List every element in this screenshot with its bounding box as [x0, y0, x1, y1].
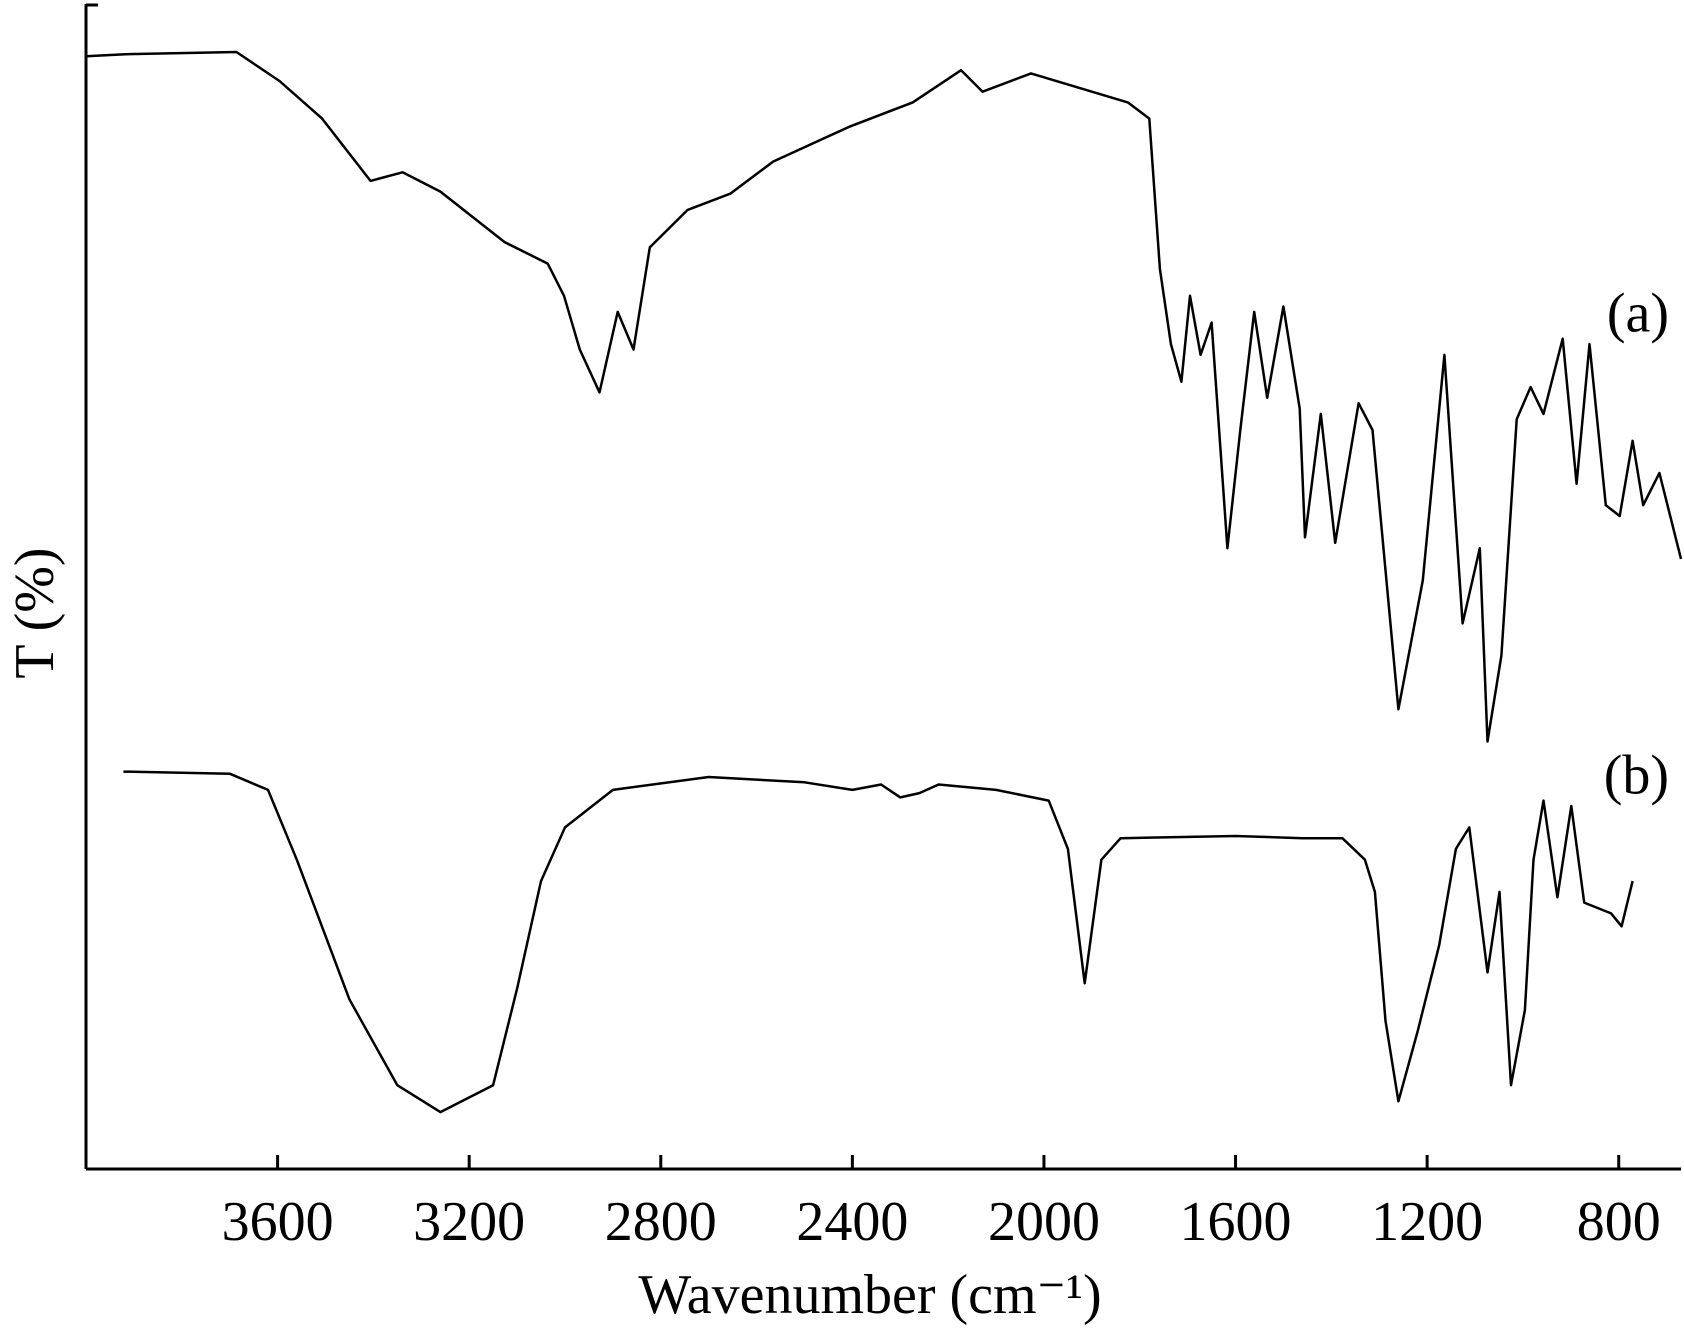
x-tick-label: 3200	[413, 1191, 525, 1253]
x-tick-label: 2000	[988, 1191, 1100, 1253]
series-label: (a)	[1607, 283, 1669, 345]
x-tick-label: 2400	[796, 1191, 908, 1253]
x-tick-label: 1200	[1371, 1191, 1483, 1253]
series-label: (b)	[1604, 744, 1669, 806]
x-tick-label: 1600	[1180, 1191, 1292, 1253]
x-axis-label: Wavenumber (cm⁻¹)	[638, 1264, 1101, 1326]
x-tick-label: 3600	[222, 1191, 334, 1253]
x-tick-label: 800	[1577, 1191, 1661, 1253]
spectrum-line	[85, 50, 1683, 743]
spectrum-line	[123, 770, 1634, 1114]
x-tick-label: 2800	[605, 1191, 717, 1253]
y-axis-label: T (%)	[4, 547, 66, 678]
